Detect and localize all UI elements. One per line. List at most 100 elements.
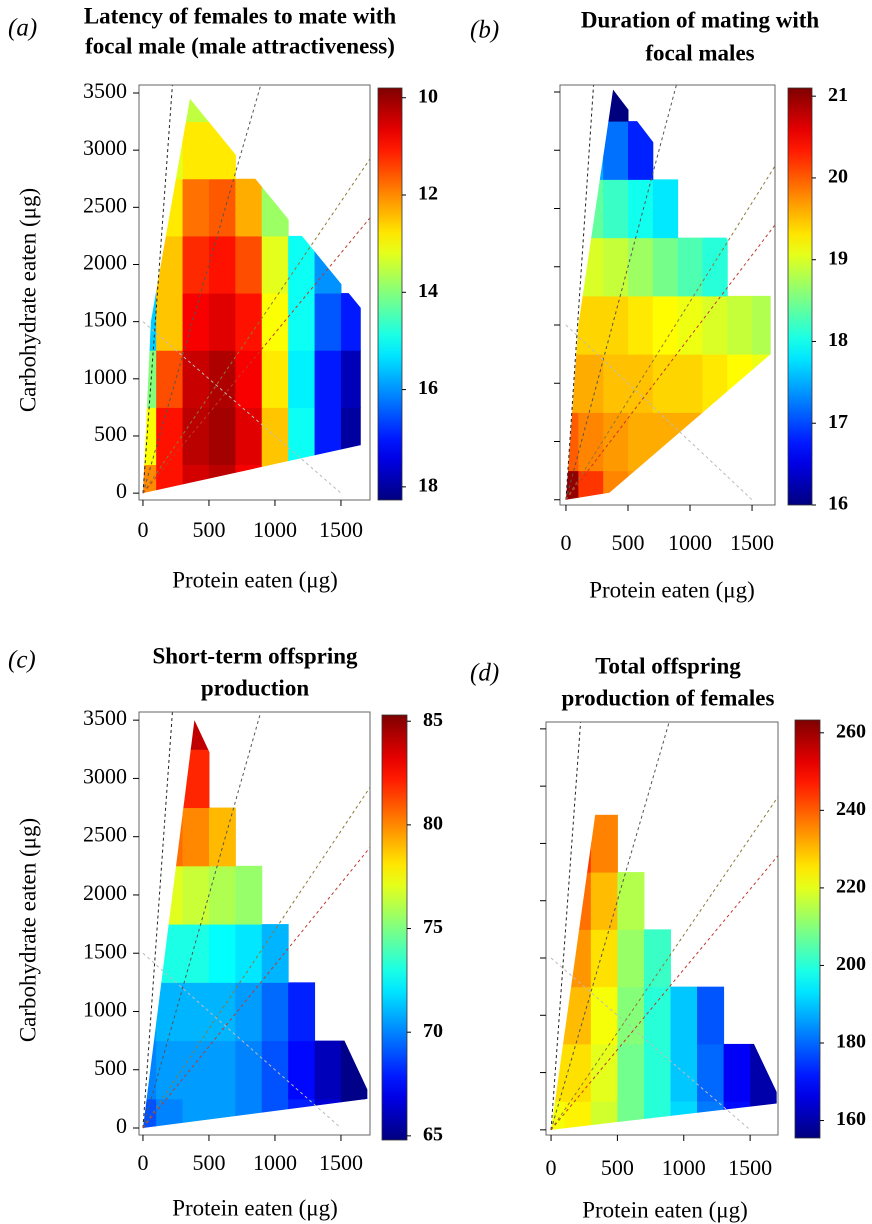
heat-cell	[340, 464, 361, 494]
heat-cell	[182, 121, 210, 180]
surface	[142, 98, 361, 494]
x-tick-label: 500	[611, 530, 644, 555]
x-tick-label: 1000	[662, 1155, 706, 1180]
heat-cell	[288, 1040, 316, 1100]
x-tick-label: 0	[560, 530, 571, 555]
chart-title: Duration of mating with	[581, 7, 820, 32]
ratio-line	[142, 952, 342, 1129]
colorbar-tick-label: 240	[836, 798, 866, 820]
chart-title: production of females	[562, 685, 775, 710]
ratio-line	[550, 722, 670, 1130]
heat-cell	[727, 470, 753, 500]
colorbar-tick-label: 260	[836, 720, 866, 742]
x-tick-label: 1000	[668, 530, 712, 555]
heat-cell	[677, 470, 703, 500]
ratio-line	[142, 85, 262, 494]
y-tick-label: 1000	[83, 997, 127, 1022]
heat-cell	[578, 121, 604, 180]
colorbar-tick-label: 220	[836, 875, 866, 897]
colorbar-tick-label: 16	[418, 377, 438, 399]
colorbar-tick-label: 75	[423, 916, 443, 938]
surface	[142, 720, 368, 1129]
colorbar	[377, 87, 403, 501]
heat-cell	[723, 1043, 751, 1102]
colorbar-tick-label: 19	[828, 247, 848, 269]
colorbar-tick-label: 160	[836, 1108, 866, 1130]
heat-cell	[578, 470, 604, 500]
heat-cell	[702, 470, 728, 500]
ratio-line	[142, 217, 370, 494]
y-tick-label: 1000	[83, 364, 127, 389]
ratio-line	[565, 224, 775, 501]
heat-cell	[314, 464, 342, 494]
heat-cell	[235, 865, 263, 925]
heat-cell	[288, 982, 316, 1042]
heat-cell	[261, 235, 289, 294]
heat-cell	[156, 1098, 184, 1129]
heat-cell	[627, 470, 654, 500]
heat-cell	[156, 807, 184, 867]
heat-cell	[652, 179, 679, 239]
heat-cell	[235, 407, 263, 466]
colorbar-tick-label: 180	[836, 1031, 866, 1053]
heat-cell	[578, 412, 604, 472]
colorbar-tick-label: 18	[418, 474, 438, 496]
heat-cell	[750, 1101, 777, 1130]
heat-cell	[551, 1101, 565, 1130]
y-axis-label: Carbohydrate eaten (μg)	[15, 818, 40, 1042]
ratio-line	[565, 324, 753, 501]
heat-cell	[208, 178, 236, 237]
heat-cell	[182, 749, 210, 809]
heat-cell	[590, 1101, 618, 1130]
heat-cell	[156, 924, 184, 983]
ratio-line	[142, 85, 173, 494]
heat-cell	[314, 293, 342, 351]
heat-cell	[752, 295, 771, 355]
panel: 0 500 1000 1500 16 17 18 19 20 21 (b) Duration of m…	[470, 7, 848, 602]
x-tick-label: 500	[192, 517, 225, 542]
panel-label: (a)	[8, 15, 37, 42]
heat-cell	[182, 407, 210, 466]
ratio-lines	[550, 722, 778, 1131]
heat-cell	[590, 986, 618, 1045]
heat-cell	[652, 412, 679, 472]
heat-cell	[156, 464, 184, 494]
y-tick-label: 3000	[83, 135, 127, 160]
x-tick-label: 500	[601, 1155, 634, 1180]
heat-cell	[156, 350, 184, 408]
heat-cell	[235, 235, 263, 294]
heat-cell	[261, 1098, 289, 1129]
heat-cell	[340, 293, 361, 351]
surface	[565, 89, 771, 500]
heat-cell	[340, 1098, 368, 1129]
heat-cell	[627, 121, 654, 180]
heat-cell	[182, 350, 210, 408]
heat-cell	[697, 1043, 725, 1102]
heat-cell	[603, 179, 629, 239]
heat-cell	[643, 1101, 671, 1130]
heat-cell	[208, 1040, 236, 1100]
ratio-line	[550, 795, 778, 1131]
heat-cell	[578, 295, 604, 355]
heat-cell	[578, 354, 604, 413]
heat-cell	[156, 235, 184, 294]
heat-cell	[702, 237, 728, 297]
heat-cell	[182, 807, 210, 867]
heat-cell	[261, 464, 289, 494]
heat-cell	[590, 1043, 618, 1102]
colorbar-tick-label: 21	[828, 84, 848, 106]
panel-label: (d)	[470, 660, 499, 687]
heat-cell	[603, 121, 629, 180]
heat-cell	[208, 807, 236, 867]
ratio-lines	[142, 85, 370, 494]
heat-cell	[565, 470, 579, 500]
heat-cell	[643, 1043, 671, 1102]
y-tick-label: 500	[94, 1055, 127, 1080]
heat-cell	[643, 986, 671, 1045]
surface	[551, 732, 777, 1130]
y-tick-label: 2000	[83, 880, 127, 905]
heat-cell	[235, 464, 263, 494]
heat-cell	[727, 295, 753, 355]
heat-cell	[156, 749, 184, 809]
